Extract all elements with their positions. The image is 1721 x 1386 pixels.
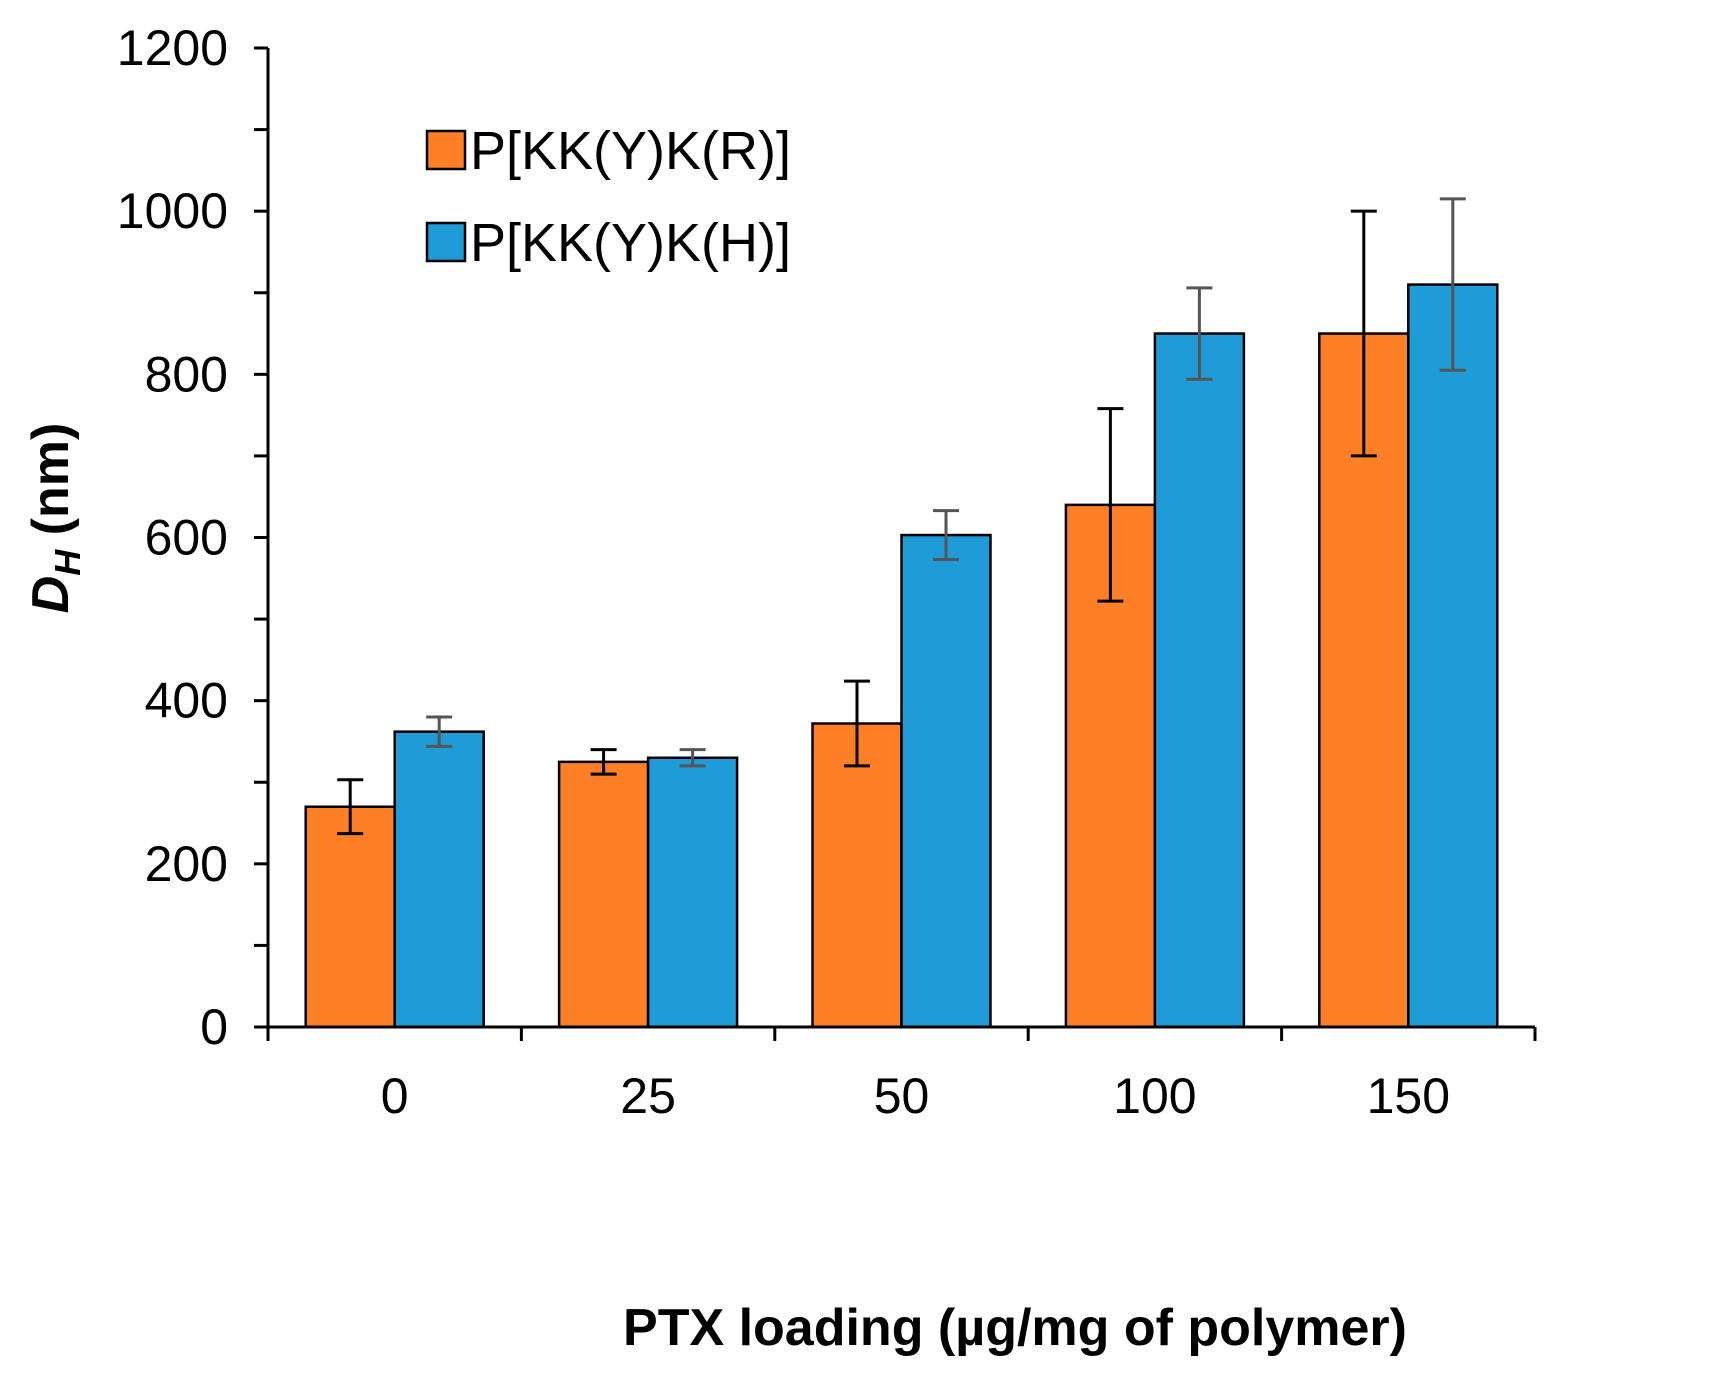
y-axis-title-unit: (nm) bbox=[22, 423, 80, 550]
x-tick-label: 150 bbox=[1367, 1068, 1450, 1124]
bar-h-25 bbox=[646, 756, 739, 1029]
legend-label-h: P[KK(Y)K(H)] bbox=[470, 213, 791, 273]
error-bar-h-150 bbox=[1439, 197, 1466, 372]
error-bar-h-50 bbox=[933, 509, 959, 562]
error-bar-r-0 bbox=[337, 778, 364, 836]
error-bars-layer bbox=[337, 197, 1466, 836]
error-bar-r-50 bbox=[844, 679, 870, 768]
bar-h-150 bbox=[1407, 283, 1499, 1029]
y-axis-title-symbol: D bbox=[22, 576, 80, 614]
y-tick-label: 0 bbox=[200, 999, 228, 1055]
error-bar-r-150 bbox=[1350, 209, 1377, 458]
bar-h-0 bbox=[393, 730, 485, 1029]
y-axis-title: DH (nm) bbox=[22, 423, 88, 614]
bars-layer bbox=[304, 283, 1499, 1029]
bar-h-100 bbox=[1153, 332, 1246, 1029]
bar-r-0 bbox=[304, 805, 396, 1029]
y-tick-label: 600 bbox=[145, 510, 228, 566]
x-axis-title: PTX loading (µg/mg of polymer) bbox=[623, 1299, 1407, 1357]
axes-layer bbox=[254, 46, 1537, 1041]
tick-labels-layer: 0 200 400 600 800 1000 1200 0 25 50 100 150 bbox=[117, 20, 1450, 1124]
y-tick-label: 800 bbox=[145, 346, 228, 402]
legend-swatch-h bbox=[425, 221, 467, 263]
bar-h-50 bbox=[900, 533, 992, 1029]
legend-label-r: P[KK(Y)K(R)] bbox=[470, 121, 791, 181]
bar-r-25 bbox=[557, 760, 650, 1029]
legend: P[KK(Y)K(R)] P[KK(Y)K(H)] bbox=[425, 121, 791, 273]
x-tick-label: 25 bbox=[620, 1068, 676, 1124]
y-tick-label: 1000 bbox=[117, 183, 228, 239]
x-tick-label: 0 bbox=[381, 1068, 409, 1124]
y-tick-label: 400 bbox=[145, 673, 228, 729]
x-tick-label: 100 bbox=[1113, 1068, 1196, 1124]
error-bar-r-100 bbox=[1097, 407, 1124, 603]
error-bar-h-100 bbox=[1186, 286, 1213, 381]
y-tick-label: 1200 bbox=[117, 20, 228, 76]
bar-r-50 bbox=[811, 722, 903, 1029]
axis-titles: PTX loading (µg/mg of polymer) DH (nm) bbox=[22, 423, 1407, 1357]
error-bar-h-0 bbox=[426, 715, 453, 748]
error-bar-h-25 bbox=[679, 748, 706, 768]
y-tick-label: 200 bbox=[145, 836, 228, 892]
legend-swatch-r bbox=[425, 129, 467, 171]
x-tick-label: 50 bbox=[874, 1068, 930, 1124]
y-axis-title-subscript: H bbox=[47, 549, 88, 576]
error-bar-r-25 bbox=[590, 748, 617, 776]
